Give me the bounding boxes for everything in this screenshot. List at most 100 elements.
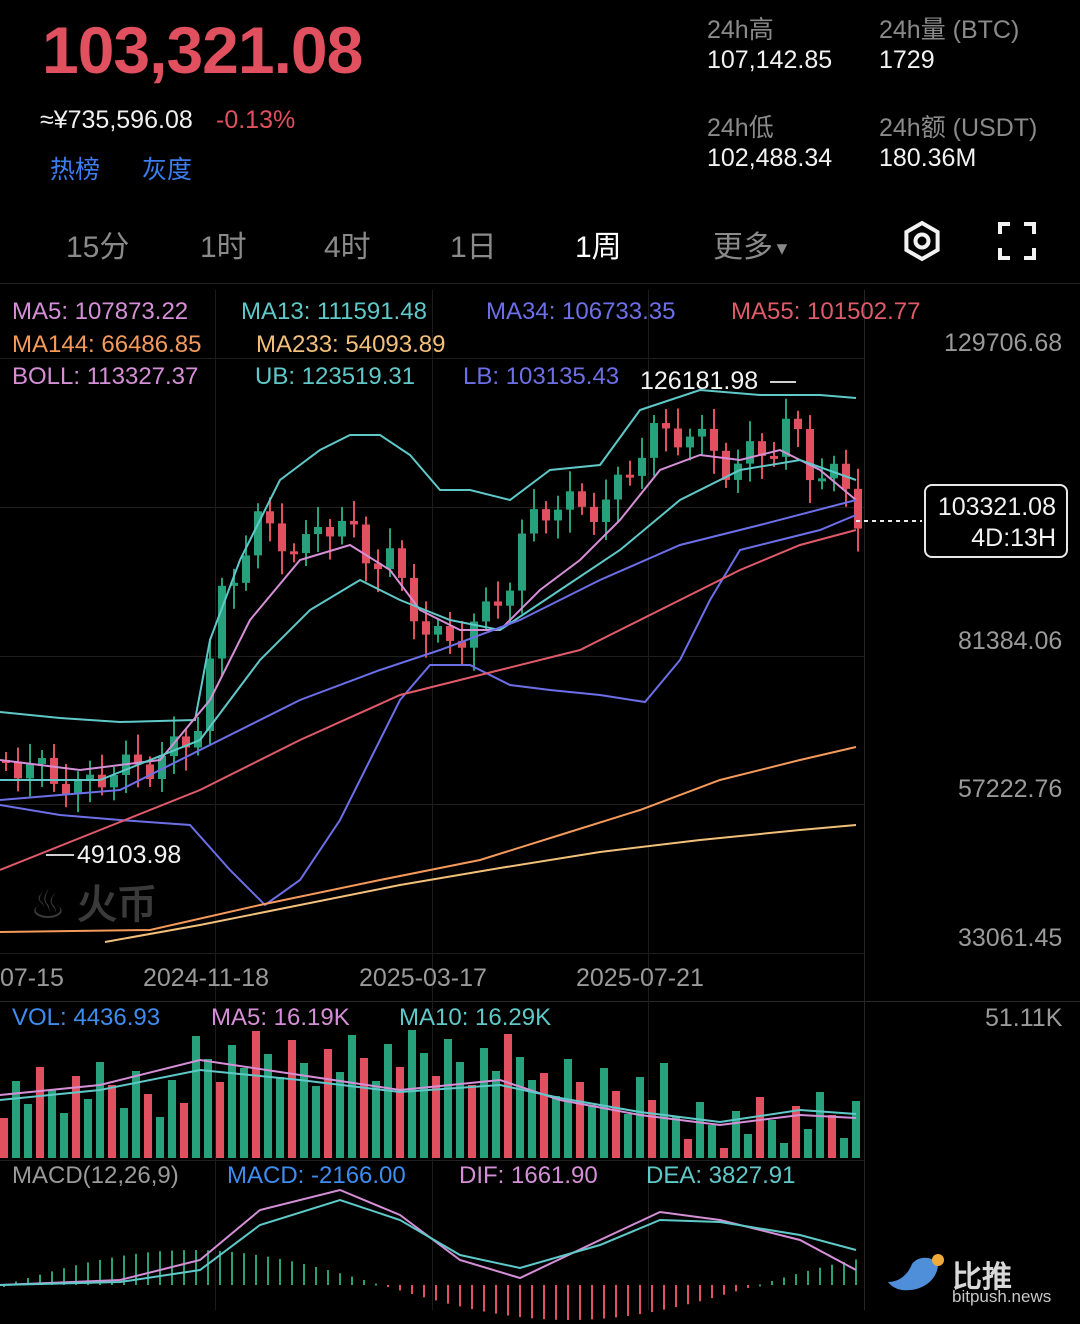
candle-body bbox=[230, 582, 238, 586]
macd-title: MACD(12,26,9) bbox=[12, 1162, 179, 1189]
macd-histogram-bar bbox=[579, 1285, 581, 1320]
volume-bar bbox=[732, 1111, 740, 1158]
volume-bar bbox=[180, 1103, 188, 1158]
ub-legend: UB: 123519.31 bbox=[255, 363, 416, 390]
volume-bar bbox=[420, 1053, 428, 1158]
macd-histogram-bar bbox=[279, 1258, 281, 1285]
grayscale-tag[interactable]: 灰度 bbox=[142, 156, 193, 184]
volume-bar bbox=[432, 1076, 440, 1158]
volume-bar bbox=[96, 1062, 104, 1158]
volume-bar bbox=[720, 1148, 728, 1158]
candle-body bbox=[770, 455, 778, 459]
candle-body bbox=[302, 534, 310, 554]
candle-body bbox=[266, 511, 274, 524]
candle-body bbox=[794, 418, 802, 430]
ma55-line bbox=[0, 529, 857, 871]
candlesticks bbox=[2, 398, 862, 813]
bird-logo-icon bbox=[886, 1252, 946, 1296]
settings-gear-icon[interactable] bbox=[901, 220, 943, 262]
candle-body bbox=[542, 509, 550, 521]
macd-histogram-bar bbox=[411, 1285, 413, 1294]
candle-body bbox=[722, 450, 730, 480]
macd-histogram-bar bbox=[3, 1285, 5, 1287]
fullscreen-icon[interactable] bbox=[998, 222, 1036, 260]
tab-more[interactable]: 更多▼ bbox=[713, 222, 791, 266]
macd-histogram-bar bbox=[87, 1262, 89, 1285]
hot-list-tag[interactable]: 热榜 bbox=[50, 156, 101, 184]
volume-bar bbox=[36, 1067, 44, 1158]
volume-bar bbox=[600, 1068, 608, 1158]
macd-histogram-bar bbox=[255, 1254, 257, 1285]
macd-histogram-bar bbox=[771, 1280, 773, 1285]
volume-bar bbox=[768, 1120, 776, 1158]
volume-bar bbox=[168, 1080, 176, 1158]
candle-body bbox=[374, 563, 382, 570]
volume-bar bbox=[108, 1085, 116, 1158]
macd-histogram-bar bbox=[711, 1285, 713, 1299]
candle-body bbox=[170, 736, 178, 756]
volume-bar bbox=[300, 1063, 308, 1158]
candle-body bbox=[758, 441, 766, 456]
period-high-marker: 126181.98 bbox=[640, 367, 759, 395]
candle-body bbox=[290, 551, 298, 555]
volume-bar bbox=[120, 1108, 128, 1158]
candle-countdown: 4D:13H bbox=[971, 524, 1056, 552]
dea-legend: DEA: 3827.91 bbox=[646, 1162, 796, 1189]
volume-ma10-line bbox=[0, 1068, 857, 1124]
candle-body bbox=[386, 548, 394, 570]
macd-histogram-bar bbox=[219, 1250, 221, 1285]
tab-4h[interactable]: 4时 bbox=[324, 231, 371, 264]
indicator-lines bbox=[0, 388, 857, 943]
candle-body bbox=[362, 524, 370, 564]
ma13-line bbox=[0, 458, 857, 781]
macd-histogram-bar bbox=[699, 1285, 701, 1302]
tab-15m[interactable]: 15分 bbox=[66, 231, 130, 264]
cny-price: ≈¥735,596.08 bbox=[40, 106, 193, 134]
macd-histogram-bar bbox=[183, 1250, 185, 1285]
tab-1h[interactable]: 1时 bbox=[200, 231, 247, 264]
volume-bar bbox=[576, 1082, 584, 1158]
price-axis-label: 81384.06 bbox=[958, 627, 1063, 655]
macd-histogram-bar bbox=[675, 1285, 677, 1308]
volume-bar bbox=[372, 1081, 380, 1158]
volume-bar bbox=[480, 1048, 488, 1158]
macd-histogram-bar bbox=[687, 1285, 689, 1305]
macd-histogram-bar bbox=[603, 1285, 605, 1319]
current-price-value: 103321.08 bbox=[937, 493, 1056, 521]
macd-histogram-bar bbox=[507, 1285, 509, 1316]
candle-body bbox=[206, 658, 214, 731]
candle-body bbox=[566, 491, 574, 510]
volume-axis-max: 51.11K bbox=[985, 1004, 1063, 1032]
boll-legend: BOLL: 113327.37 bbox=[12, 363, 199, 390]
tab-1d[interactable]: 1日 bbox=[450, 231, 497, 264]
vol-ma10-legend: MA10: 16.29K bbox=[399, 1004, 552, 1031]
current-price-tooltip[interactable]: 103321.08 4D:13H bbox=[924, 484, 1068, 558]
volume-bar bbox=[84, 1099, 92, 1158]
volume-bar bbox=[828, 1115, 836, 1158]
volume-bar bbox=[324, 1049, 332, 1158]
candle-body bbox=[242, 555, 250, 583]
volume-bar bbox=[312, 1086, 320, 1158]
macd-histogram-bar bbox=[399, 1285, 401, 1291]
macd-histogram-bar bbox=[519, 1285, 521, 1318]
volume-bar bbox=[144, 1094, 152, 1158]
boll-lower-line bbox=[0, 514, 857, 907]
candle-body bbox=[26, 763, 34, 779]
candle-body bbox=[314, 527, 322, 535]
macd-histogram-bar bbox=[339, 1273, 341, 1285]
caret-down-icon: ▼ bbox=[773, 238, 791, 259]
volume-bar bbox=[468, 1085, 476, 1158]
macd-histogram-bar bbox=[615, 1285, 617, 1318]
candle-body bbox=[458, 640, 466, 648]
candle-body bbox=[146, 764, 154, 779]
volume-bar bbox=[504, 1034, 512, 1158]
macd-histogram-bar bbox=[423, 1285, 425, 1298]
macd-histogram-bar bbox=[195, 1250, 197, 1285]
price-axis-label: 33061.45 bbox=[958, 924, 1063, 952]
candle-body bbox=[662, 423, 670, 429]
macd-histogram-bar bbox=[627, 1285, 629, 1316]
macd-histogram-bar bbox=[843, 1262, 845, 1285]
tab-1w[interactable]: 1周 bbox=[575, 231, 622, 264]
macd-histogram-bar bbox=[795, 1274, 797, 1285]
